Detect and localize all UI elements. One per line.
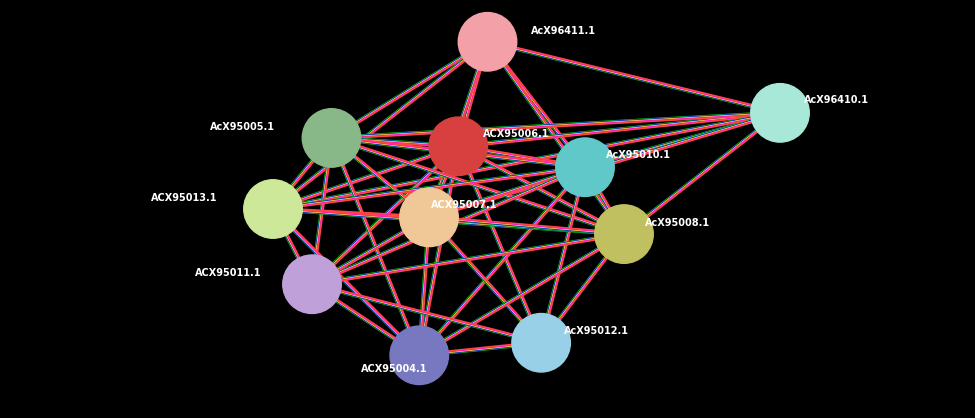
Ellipse shape — [595, 205, 653, 263]
Text: AcX95012.1: AcX95012.1 — [564, 326, 629, 336]
Text: AcX95008.1: AcX95008.1 — [645, 218, 711, 228]
Text: AcX96411.1: AcX96411.1 — [531, 25, 597, 36]
Ellipse shape — [390, 326, 448, 385]
Ellipse shape — [556, 138, 614, 196]
Ellipse shape — [302, 109, 361, 167]
Text: ACX95007.1: ACX95007.1 — [431, 200, 497, 210]
Text: ACX95006.1: ACX95006.1 — [483, 129, 549, 139]
Text: ACX95013.1: ACX95013.1 — [151, 193, 217, 203]
Text: ACX95011.1: ACX95011.1 — [195, 268, 261, 278]
Ellipse shape — [751, 84, 809, 142]
Ellipse shape — [400, 188, 458, 247]
Ellipse shape — [458, 13, 517, 71]
Ellipse shape — [244, 180, 302, 238]
Ellipse shape — [429, 117, 488, 176]
Ellipse shape — [512, 314, 570, 372]
Ellipse shape — [283, 255, 341, 314]
Text: ACX95004.1: ACX95004.1 — [361, 364, 427, 374]
Text: AcX96410.1: AcX96410.1 — [804, 95, 870, 105]
Text: AcX95005.1: AcX95005.1 — [210, 122, 275, 132]
Text: AcX95010.1: AcX95010.1 — [606, 150, 672, 160]
